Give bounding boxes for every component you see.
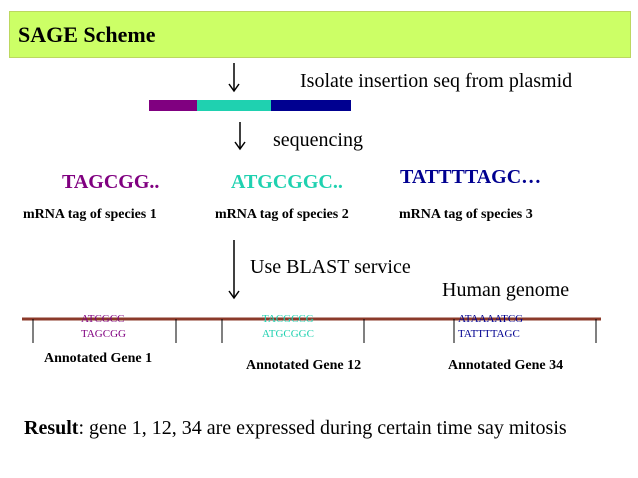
gene-34-seq-bottom: TATTTTAGC: [458, 328, 520, 340]
arrow-sequencing: [234, 122, 246, 151]
plasmid-segment-2: [197, 100, 271, 111]
plasmid-segment-3: [271, 100, 351, 111]
gene-34-seq-top: ATAAAATCG: [458, 313, 524, 325]
plasmid-segment-1: [149, 100, 197, 111]
species-label-3: mRNA tag of species 3: [399, 207, 533, 222]
arrow-blast: [228, 240, 240, 300]
arrow-isolate: [228, 63, 240, 93]
gene-12-seq-top: TACGCCG: [262, 313, 314, 325]
step-sequencing: sequencing: [273, 129, 363, 151]
species-label-1: mRNA tag of species 1: [23, 207, 157, 222]
genome-label: Human genome: [442, 279, 570, 301]
result-text: : gene 1, 12, 34 are expressed during ce…: [78, 417, 567, 439]
gene-1-seq-bottom: TAGCGG: [81, 328, 126, 340]
result-line: Result: gene 1, 12, 34 are expressed dur…: [24, 417, 567, 440]
title-bar: SAGE Scheme: [9, 11, 631, 58]
tag-species-2: ATGCGGC..: [231, 171, 343, 193]
page-title: SAGE Scheme: [18, 22, 156, 47]
gene-label-12: Annotated Gene 12: [246, 358, 362, 373]
result-label: Result: [24, 417, 79, 439]
gene-label-34: Annotated Gene 34: [448, 358, 564, 373]
gene-12-seq-bottom: ATGCGGC: [262, 328, 314, 340]
species-label-2: mRNA tag of species 2: [215, 207, 349, 222]
gene-1-seq-top: ATCGCC: [81, 313, 125, 325]
tag-species-3: TATTTTAGC…: [400, 166, 542, 188]
tag-species-1: TAGCGG..: [62, 171, 160, 193]
genome-ticks: [32, 319, 597, 343]
step-isolate: Isolate insertion seq from plasmid: [300, 70, 573, 92]
step-blast: Use BLAST service: [250, 256, 411, 278]
gene-label-1: Annotated Gene 1: [44, 351, 153, 366]
